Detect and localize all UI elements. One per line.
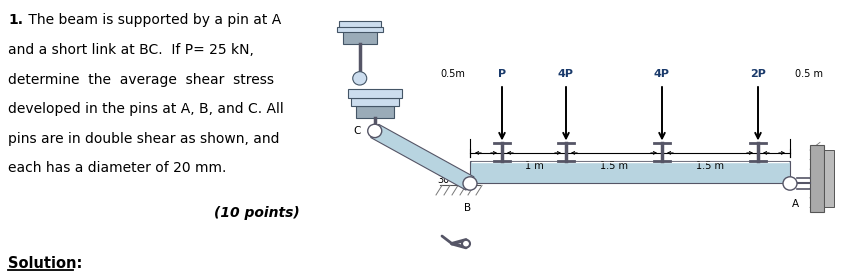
Bar xyxy=(347,89,402,98)
Circle shape xyxy=(463,177,477,190)
Text: pins are in double shear as shown, and: pins are in double shear as shown, and xyxy=(8,132,279,146)
Bar xyxy=(356,106,394,118)
Text: each has a diameter of 20 mm.: each has a diameter of 20 mm. xyxy=(8,162,226,175)
Text: A: A xyxy=(792,199,799,209)
Bar xyxy=(824,150,834,207)
Text: 0.5 m: 0.5 m xyxy=(795,69,823,79)
Bar xyxy=(351,98,399,106)
Circle shape xyxy=(352,72,367,85)
Text: 0.5m: 0.5m xyxy=(440,69,465,79)
Bar xyxy=(810,145,824,212)
Text: 1.5 m: 1.5 m xyxy=(696,160,724,171)
Bar xyxy=(336,27,383,32)
Text: Solution:: Solution: xyxy=(8,256,82,271)
Text: 30°: 30° xyxy=(437,175,454,186)
Text: C: C xyxy=(353,126,361,136)
Text: P: P xyxy=(498,69,506,79)
Bar xyxy=(470,160,790,184)
Bar xyxy=(343,30,377,44)
Text: (10 points): (10 points) xyxy=(214,206,300,220)
Circle shape xyxy=(783,177,797,190)
Circle shape xyxy=(368,124,382,138)
Text: 4P: 4P xyxy=(654,69,670,79)
Text: and a short link at BC.  If P= 25 kN,: and a short link at BC. If P= 25 kN, xyxy=(8,43,254,57)
Text: 1.5 m: 1.5 m xyxy=(600,160,628,171)
Text: 1 m: 1 m xyxy=(525,160,543,171)
Text: B: B xyxy=(464,203,472,213)
Text: The beam is supported by a pin at A: The beam is supported by a pin at A xyxy=(24,13,281,27)
Polygon shape xyxy=(371,124,474,190)
Text: determine  the  average  shear  stress: determine the average shear stress xyxy=(8,73,274,86)
Text: developed in the pins at A, B, and C. All: developed in the pins at A, B, and C. Al… xyxy=(8,102,283,116)
Bar xyxy=(339,21,381,30)
Text: 1.: 1. xyxy=(8,13,23,27)
Circle shape xyxy=(462,240,470,248)
Text: 2P: 2P xyxy=(750,69,766,79)
Text: 4P: 4P xyxy=(558,69,574,79)
